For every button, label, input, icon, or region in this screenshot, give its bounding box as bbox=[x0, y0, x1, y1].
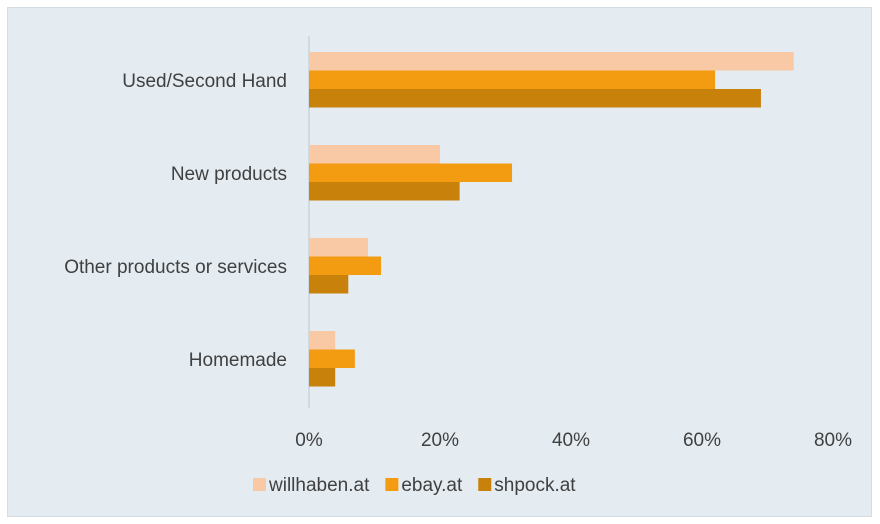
bar-willhaben-at-1 bbox=[309, 145, 440, 164]
bar-ebay-at-0 bbox=[309, 70, 716, 89]
category-label: Homemade bbox=[189, 350, 287, 371]
legend-label: shpock.at bbox=[494, 475, 576, 496]
x-tick-label: 0% bbox=[295, 430, 323, 451]
legend-label: willhaben.at bbox=[268, 475, 370, 496]
legend-swatch bbox=[478, 478, 492, 491]
bar-shpock-at-3 bbox=[309, 368, 336, 387]
bar-ebay-at-1 bbox=[309, 163, 513, 182]
bar-ebay-at-3 bbox=[309, 349, 355, 368]
bar-willhaben-at-0 bbox=[309, 52, 794, 71]
bar-willhaben-at-2 bbox=[309, 238, 368, 257]
bar-shpock-at-1 bbox=[309, 182, 460, 201]
legend-label: ebay.at bbox=[401, 475, 463, 496]
category-label: Used/Second Hand bbox=[122, 71, 287, 92]
legend-swatch bbox=[385, 478, 399, 491]
bar-shpock-at-0 bbox=[309, 89, 761, 108]
x-tick-label: 40% bbox=[552, 430, 590, 451]
x-tick-label: 80% bbox=[814, 430, 852, 451]
bar-ebay-at-2 bbox=[309, 256, 382, 275]
legend-swatch bbox=[253, 478, 266, 491]
category-label: New products bbox=[171, 164, 287, 185]
bar-shpock-at-2 bbox=[309, 275, 349, 294]
category-label: Other products or services bbox=[64, 257, 287, 278]
x-tick-label: 60% bbox=[683, 430, 721, 451]
bar-willhaben-at-3 bbox=[309, 331, 336, 350]
x-tick-label: 20% bbox=[421, 430, 459, 451]
